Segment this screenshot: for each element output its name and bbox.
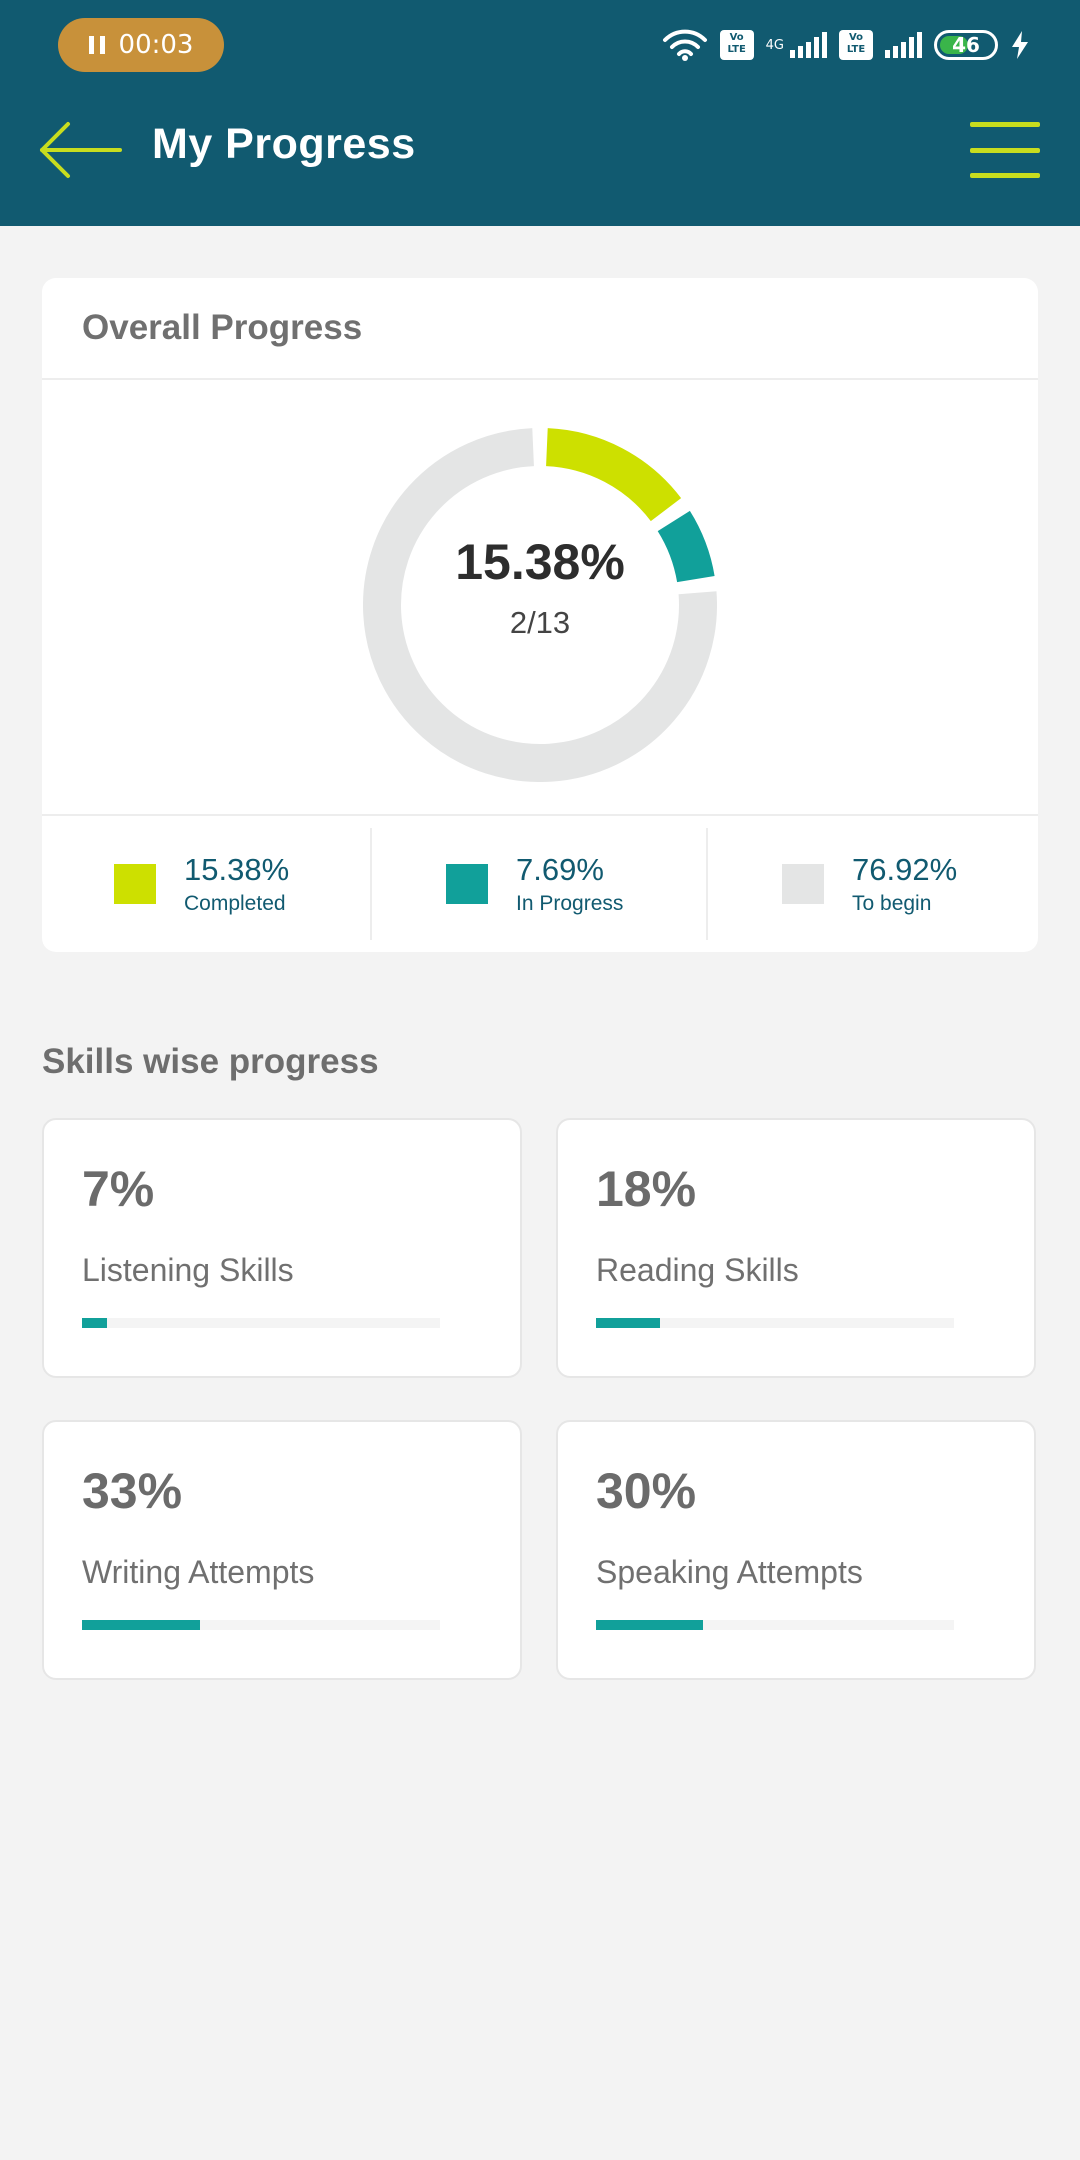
donut-segment-completed (545, 428, 682, 522)
charging-icon (1012, 31, 1028, 59)
battery-level: 46 (952, 33, 980, 57)
legend-value: 7.69% (516, 852, 604, 887)
skill-name: Listening Skills (82, 1252, 294, 1288)
overall-count: 2/13 (509, 605, 571, 640)
back-button[interactable] (36, 118, 126, 182)
app-header: 00:03 Vo LTE 4G Vo LTE 46 My Prog (0, 0, 1080, 226)
legend-in-progress: 7.69% In Progress (446, 816, 623, 952)
skill-card-writing[interactable]: 33% Writing Attempts (42, 1420, 522, 1680)
battery-icon: 46 (934, 30, 998, 60)
skills-heading: Skills wise progress (42, 1042, 379, 1081)
volte-badge-2: Vo LTE (839, 30, 873, 60)
skill-card-speaking[interactable]: 30% Speaking Attempts (556, 1420, 1036, 1680)
legend-to-begin: 76.92% To begin (782, 816, 957, 952)
skill-progress-bar (596, 1620, 954, 1630)
skill-percent: 30% (596, 1463, 697, 1519)
legend-label: In Progress (516, 892, 624, 915)
skill-progress-bar (596, 1318, 954, 1328)
volte-badge-1: Vo LTE (719, 30, 754, 60)
signal-strength-icon-2 (885, 32, 922, 58)
progress-legend: 15.38% Completed 7.69% In Progress 76.92… (42, 816, 1038, 952)
overall-percent: 15.38% (455, 534, 625, 590)
skill-progress-bar (82, 1318, 440, 1328)
skill-percent: 33% (82, 1463, 183, 1519)
divider (370, 828, 372, 940)
donut-segment-in-progress (657, 510, 715, 583)
arrow-left-icon (40, 122, 122, 178)
screen-recording-indicator[interactable]: 00:03 (58, 18, 224, 72)
legend-completed: 15.38% Completed (114, 816, 289, 952)
signal-strength-icon-1 (790, 32, 827, 58)
progress-donut-chart (363, 428, 717, 782)
legend-value: 15.38% (184, 852, 290, 887)
legend-value: 76.92% (852, 852, 958, 887)
divider (42, 814, 1038, 816)
hamburger-menu-icon (970, 122, 1040, 127)
page-title: My Progress (152, 120, 416, 168)
skill-name: Reading Skills (596, 1252, 799, 1288)
skill-card-reading[interactable]: 18% Reading Skills (556, 1118, 1036, 1378)
pause-icon (88, 36, 105, 54)
overall-progress-title: Overall Progress (82, 308, 363, 347)
skill-name: Writing Attempts (82, 1554, 315, 1590)
skill-card-listening[interactable]: 7% Listening Skills (42, 1118, 522, 1378)
legend-swatch-in-progress (446, 864, 488, 904)
skill-percent: 7% (82, 1161, 155, 1217)
skill-percent: 18% (596, 1161, 697, 1217)
recording-time: 00:03 (118, 30, 194, 60)
skill-name: Speaking Attempts (596, 1554, 863, 1590)
divider (706, 828, 708, 940)
wifi-icon (662, 29, 707, 61)
status-icons: Vo LTE 4G Vo LTE 46 (662, 24, 1030, 66)
legend-label: To begin (852, 892, 932, 915)
donut-segment-to-begin (363, 428, 717, 782)
menu-button[interactable] (970, 122, 1040, 178)
legend-swatch-to-begin (782, 864, 824, 904)
donut-center-label: 15.38% 2/13 (363, 533, 717, 641)
legend-label: Completed (184, 892, 286, 915)
network-type: 4G (765, 37, 784, 53)
legend-swatch-completed (114, 864, 156, 904)
overall-progress-card: Overall Progress 15.38% 2/13 15.38% Comp… (42, 278, 1038, 952)
skill-progress-bar (82, 1620, 440, 1630)
divider (42, 378, 1038, 380)
